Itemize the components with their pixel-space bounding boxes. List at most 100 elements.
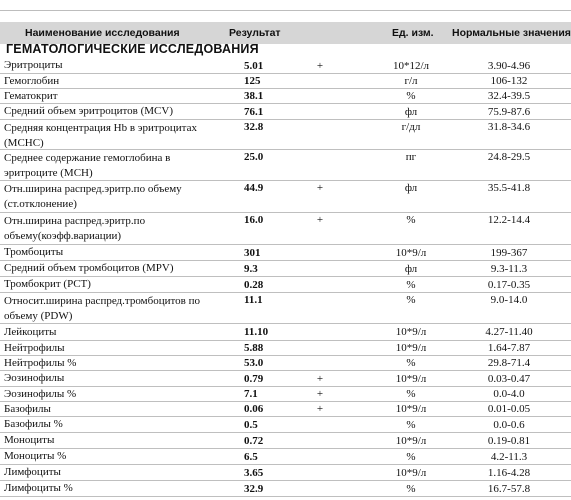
result-value: 6.5 (244, 450, 258, 463)
unit: % (406, 278, 416, 291)
unit: % (406, 418, 416, 431)
table-header: Наименование исследования Результат Ед. … (0, 22, 571, 44)
result-value: 0.79 (244, 372, 264, 385)
unit: % (406, 214, 416, 226)
result-value: 53.0 (244, 357, 264, 369)
test-name: Тромбоциты (4, 246, 64, 258)
reference-range: 1.16-4.28 (487, 466, 531, 479)
abnormal-flag (313, 449, 327, 464)
reference-range: 0.0-0.6 (493, 418, 525, 431)
table-row: Гемоглобин 125 г/л 106-132 (0, 74, 571, 89)
table-row: Моноциты 0.72 10*9/л 0.19-0.81 (0, 433, 571, 449)
reference-range: 3.90-4.96 (487, 59, 531, 72)
result-value: 25.0 (244, 151, 264, 163)
reference-range: 35.5-41.8 (487, 182, 531, 194)
abnormal-flag: + (316, 403, 324, 415)
result-value: 16.0 (244, 214, 264, 226)
unit: % (406, 357, 416, 369)
test-name: Моноциты % (4, 450, 67, 462)
test-name: Лейкоциты (4, 325, 57, 338)
reference-range: 0.0-4.0 (493, 388, 525, 400)
abnormal-flag (313, 465, 327, 480)
abnormal-flag (313, 481, 327, 496)
unit: % (406, 482, 416, 495)
table-row: Эозинофилы % 7.1 +% 0.0-4.0 (0, 387, 571, 402)
abnormal-flag (313, 356, 327, 370)
test-name: Средний объем эритроцитов (MCV) (4, 105, 174, 117)
unit: 10*9/л (395, 434, 427, 447)
result-value: 9.3 (244, 262, 258, 275)
unit: % (406, 388, 416, 400)
reference-range: 32.4-39.5 (487, 90, 531, 102)
table-row: Средний объем тромбоцитов (MPV) 9.3 фл 9.3-… (0, 261, 571, 277)
result-value: 125 (244, 75, 261, 87)
abnormal-flag (313, 74, 327, 88)
test-name: Относит.ширина распред.тромбоцитов по об… (4, 295, 200, 322)
abnormal-flag (313, 433, 327, 448)
reference-range: 9.0-14.0 (490, 294, 528, 306)
result-value: 32.9 (244, 482, 264, 495)
table-row: Лимфоциты % 32.9% 16.7-57.8 (0, 481, 571, 497)
unit: фл (404, 262, 418, 275)
abnormal-flag: + (316, 372, 324, 385)
unit: пг (405, 151, 417, 163)
table-row: Средняя концентрация Hb в эритроцитах (M… (0, 120, 571, 150)
header-norm: Нормальные значения (452, 27, 571, 39)
unit: 10*12/л (392, 59, 430, 72)
unit: 10*9/л (395, 246, 427, 259)
table-row: Относит.ширина распред.тромбоцитов по об… (0, 293, 571, 324)
unit: г/дл (401, 121, 421, 133)
test-name: Средняя концентрация Hb в эритроцитах (M… (4, 122, 197, 149)
table-row: Лейкоциты 11.10 10*9/л 4.27-11.40 (0, 324, 571, 341)
abnormal-flag: + (316, 214, 324, 226)
reference-range: 9.3-11.3 (490, 262, 528, 275)
result-value: 0.28 (244, 278, 264, 291)
abnormal-flag: + (316, 59, 324, 72)
test-name: Лимфоциты (4, 466, 61, 478)
result-value: 5.88 (244, 342, 264, 354)
reference-range: 106-132 (490, 75, 528, 87)
table-row: Отн.ширина распред.эритр.по объему(коэфф… (0, 213, 571, 245)
reference-range: 199-367 (490, 246, 528, 259)
unit: 10*9/л (395, 326, 427, 338)
test-name: Нейтрофилы (4, 341, 65, 354)
reference-range: 0.17-0.35 (487, 278, 531, 291)
unit: 10*9/л (395, 466, 427, 479)
abnormal-flag (313, 293, 327, 324)
reference-range: 4.27-11.40 (485, 326, 533, 338)
table-row: Тромбоциты 301 10*9/л 199-367 (0, 245, 571, 261)
test-name: Средний объем тромбоцитов (MPV) (4, 262, 174, 274)
result-value: 44.9 (244, 182, 264, 194)
unit: фл (404, 105, 418, 118)
unit: % (406, 90, 416, 102)
table-row: Средний объем эритроцитов (MCV) 76.1 фл 75.… (0, 104, 571, 120)
test-name: Эозинофилы (4, 372, 65, 384)
result-value: 0.5 (244, 418, 258, 431)
test-name: Гематокрит (4, 89, 58, 102)
abnormal-flag (313, 89, 327, 103)
reference-range: 0.01-0.05 (487, 403, 531, 415)
unit: фл (404, 182, 418, 194)
header-unit: Ед. изм. (392, 27, 434, 39)
reference-range: 4.2-11.3 (490, 450, 528, 463)
unit: % (406, 294, 416, 306)
abnormal-flag (313, 104, 327, 119)
abnormal-flag (313, 277, 327, 292)
section-title: ГЕМАТОЛОГИЧЕСКИЕ ИССЛЕДОВАНИЯ (6, 42, 259, 56)
result-value: 301 (244, 246, 261, 259)
table-row: Нейтрофилы % 53.0% 29.8-71.4 (0, 356, 571, 371)
unit: г/л (404, 75, 418, 87)
unit: 10*9/л (395, 372, 427, 385)
result-value: 32.8 (244, 121, 264, 133)
test-name: Базофилы (4, 402, 51, 415)
reference-range: 31.8-34.6 (487, 121, 531, 133)
table-row: Эозинофилы 0.79 +10*9/л 0.03-0.47 (0, 371, 571, 387)
abnormal-flag (313, 341, 327, 355)
reference-range: 16.7-57.8 (487, 482, 531, 495)
table-row: Моноциты % 6.5% 4.2-11.3 (0, 449, 571, 465)
unit: % (406, 450, 416, 463)
result-value: 76.1 (244, 105, 264, 118)
result-value: 38.1 (244, 90, 264, 102)
result-value: 0.72 (244, 434, 264, 447)
test-name: Моноциты (4, 434, 55, 446)
